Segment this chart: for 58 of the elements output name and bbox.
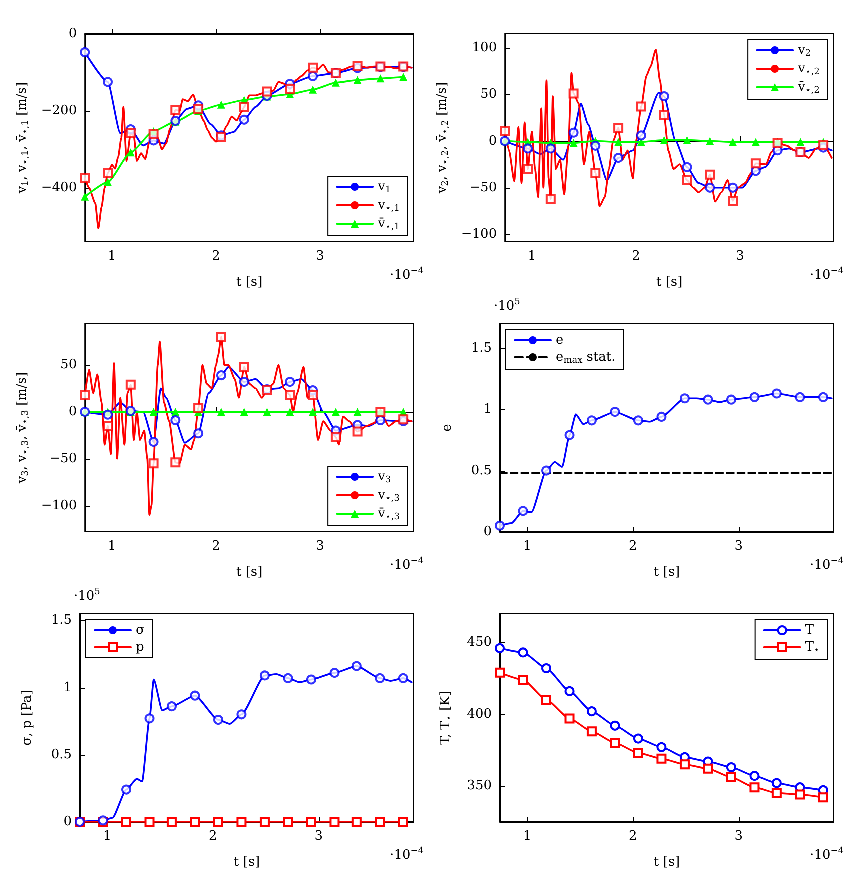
- x-tick-label: 3: [734, 829, 744, 844]
- y-tick-label: 50: [60, 358, 78, 373]
- x-tick-label: 3: [316, 539, 324, 554]
- x-tick-label: 3: [314, 829, 324, 844]
- x-axis-title: t [s]: [654, 565, 680, 580]
- x-axis-title: t [s]: [234, 855, 260, 870]
- y-tick-label: 0: [484, 524, 492, 540]
- y-axis-title: v3, v⋆,3, v̄⋆,3 [m/s]: [15, 372, 31, 485]
- y-tick-label: 100: [472, 40, 498, 56]
- y-tick-label: −200: [41, 104, 78, 119]
- x-tick-label: 2: [629, 829, 638, 844]
- y-tick-label: 50: [480, 87, 498, 102]
- x-tick-label: 2: [209, 829, 218, 844]
- x-tick-label: 1: [523, 539, 532, 554]
- legend-label: T⋆: [805, 640, 820, 656]
- legend-label: σ: [136, 623, 145, 638]
- y-axis-title: v1, v⋆,1, v̄⋆,1 [m/s]: [15, 82, 31, 195]
- y-tick-label: −400: [41, 180, 78, 196]
- x-axis-title: t [s]: [656, 275, 683, 290]
- y-tick-label: 450: [467, 635, 492, 650]
- y-tick-label: 400: [467, 706, 492, 722]
- x-tick-label: 2: [212, 539, 220, 554]
- y-tick-label: 0: [64, 814, 72, 830]
- y-tick-label: 1: [484, 402, 492, 418]
- x-tick-label: 2: [212, 249, 220, 264]
- x-tick-label: 3: [316, 249, 324, 264]
- y-axis-title: e: [440, 424, 455, 432]
- y-tick-label: −50: [470, 180, 498, 196]
- x-tick-label: 3: [734, 539, 744, 554]
- y-axis-title: σ, p [Pa]: [20, 690, 35, 746]
- y-tick-label: 1.5: [471, 340, 492, 356]
- y-tick-label: 0: [68, 404, 78, 420]
- x-tick-label: 3: [736, 249, 744, 264]
- y-axis-title: v2, v⋆,2, v̄⋆,2 [m/s]: [435, 82, 451, 195]
- x-tick-label: 1: [108, 539, 116, 554]
- x-tick-label: 1: [108, 249, 116, 264]
- y-tick-label: 1.5: [51, 613, 72, 628]
- legend-label: p: [136, 640, 144, 655]
- y-tick-label: 0: [68, 26, 78, 42]
- x-tick-label: 1: [523, 829, 532, 844]
- x-tick-label: 1: [528, 249, 536, 264]
- x-axis-title: t [s]: [236, 275, 263, 290]
- x-tick-label: 1: [103, 829, 112, 844]
- y-tick-label: 0.5: [51, 747, 72, 762]
- x-tick-label: 2: [629, 539, 638, 554]
- y-tick-label: 0: [488, 134, 498, 149]
- legend-label: e: [556, 333, 564, 348]
- y-tick-label: 0.5: [471, 463, 492, 478]
- y-axis-title: T, T⋆ [K]: [438, 691, 454, 745]
- x-tick-label: 2: [632, 249, 640, 264]
- y-tick-label: 350: [467, 778, 492, 794]
- legend-label: T: [805, 623, 814, 638]
- y-tick-label: −100: [461, 227, 498, 242]
- x-axis-title: t [s]: [654, 855, 680, 870]
- x-axis-title: t [s]: [236, 565, 263, 580]
- y-tick-label: −50: [50, 451, 78, 466]
- y-tick-label: 1: [64, 680, 72, 696]
- y-tick-label: −100: [41, 498, 78, 514]
